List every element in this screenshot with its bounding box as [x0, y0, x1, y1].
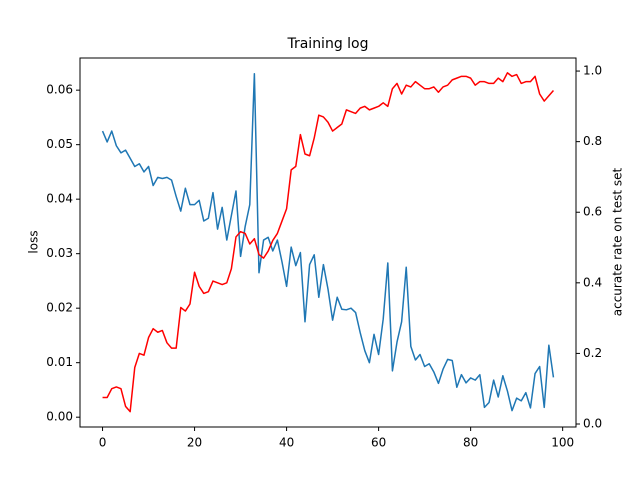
y2-tick-label: 0.6 [583, 205, 602, 219]
x-tick-label: 60 [371, 436, 386, 450]
x-tick-label: 80 [463, 436, 478, 450]
y2-tick-label: 0.4 [583, 275, 602, 289]
y2-tick-label: 0.8 [583, 134, 602, 148]
x-tick-label: 20 [187, 436, 202, 450]
y2-tick-label: 0.0 [583, 417, 602, 431]
y-tick-label: 0.01 [46, 355, 73, 369]
y-tick-label: 0.04 [46, 192, 73, 206]
x-tick-label: 40 [279, 436, 294, 450]
x-tick-label: 100 [551, 436, 574, 450]
chart-title: Training log [286, 36, 368, 52]
line-series [102, 72, 555, 413]
y2-axis-label: accurate rate on test set [611, 167, 625, 316]
y-tick-label: 0.03 [46, 246, 73, 260]
y-tick-label: 0.06 [46, 83, 73, 97]
y-tick-label: 0.00 [46, 410, 73, 424]
y2-tick-label: 1.0 [583, 64, 602, 78]
y-tick-label: 0.02 [46, 301, 73, 315]
x-tick-label: 0 [99, 436, 107, 450]
y2-tick-label: 0.2 [583, 346, 602, 360]
plot-frame [79, 57, 577, 428]
y-axis-label: loss [27, 230, 41, 253]
line-series [101, 73, 555, 412]
y-tick-label: 0.05 [46, 137, 73, 151]
